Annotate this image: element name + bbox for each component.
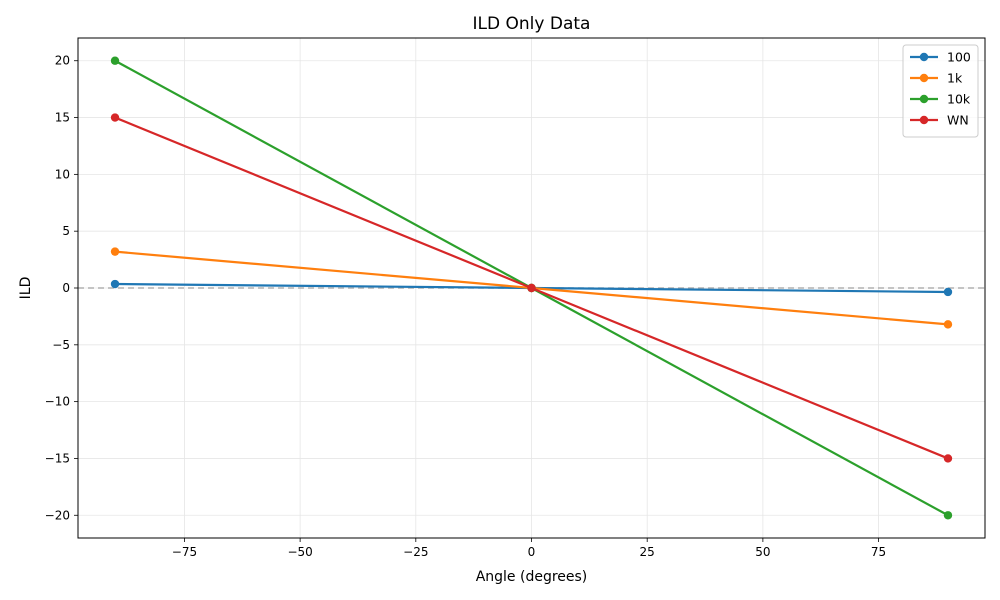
legend-label: 1k (947, 71, 963, 86)
data-point (943, 511, 953, 520)
y-tick-label: 10 (55, 167, 70, 181)
data-point (110, 247, 120, 256)
y-tick-label: −10 (45, 395, 70, 409)
legend-label: 10k (947, 92, 971, 107)
x-tick-label: −50 (287, 545, 312, 559)
y-tick-label: −15 (45, 451, 70, 465)
x-axis-label: Angle (degrees) (476, 569, 588, 585)
legend-item-100: 100 (910, 50, 971, 65)
y-tick-label: 20 (55, 54, 70, 68)
x-tick-label: −75 (172, 545, 197, 559)
legend-marker (919, 94, 929, 104)
y-tick-label: −5 (52, 338, 70, 352)
legend: 100 1k 10k WN (902, 44, 979, 138)
x-tick-label: 25 (640, 545, 655, 559)
legend-marker (919, 115, 929, 125)
data-point (943, 454, 953, 463)
data-point (110, 56, 120, 65)
data-point (527, 283, 536, 293)
y-tick-label: 0 (62, 281, 70, 295)
legend-item-WN: WN (910, 113, 969, 128)
data-point (943, 320, 953, 329)
x-tick-label: 50 (755, 545, 770, 559)
y-tick-label: −20 (45, 508, 70, 522)
x-tick-label: 0 (528, 545, 536, 559)
chart-title: ILD Only Data (473, 14, 591, 34)
y-axis-label: ILD (18, 277, 34, 300)
data-point (943, 287, 953, 297)
legend-box (902, 44, 979, 138)
series-lines (110, 56, 953, 520)
data-point (110, 279, 120, 289)
legend-label: WN (947, 113, 969, 128)
y-tick-label: 5 (62, 224, 70, 238)
legend-item-10k: 10k (910, 92, 971, 107)
x-tick-label: −25 (403, 545, 428, 559)
y-tick-label: 15 (55, 111, 70, 125)
legend-marker (919, 52, 929, 62)
series-WN (110, 113, 953, 463)
legend-label: 100 (947, 50, 971, 65)
legend-item-1k: 1k (910, 71, 963, 86)
data-point (110, 113, 120, 122)
x-tick-label: 75 (871, 545, 886, 559)
legend-marker (919, 73, 929, 83)
